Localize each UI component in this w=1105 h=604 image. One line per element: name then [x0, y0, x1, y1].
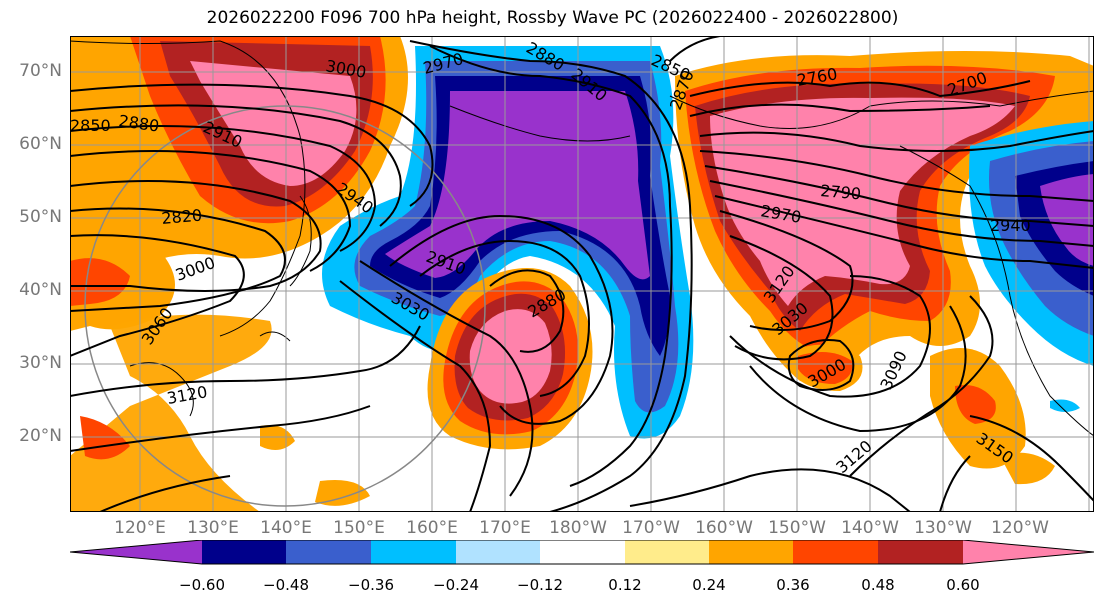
- lon-label: 170°W: [622, 518, 680, 538]
- contour-label: 2790: [820, 181, 862, 203]
- lon-label: 120°W: [991, 518, 1049, 538]
- lon-label: 160°E: [406, 518, 458, 538]
- colorbar: [70, 540, 1094, 565]
- lon-label: 180°W: [549, 518, 607, 538]
- lat-label: 70°N: [19, 61, 62, 81]
- lon-label: 150°E: [333, 518, 385, 538]
- lon-label: 130°W: [914, 518, 972, 538]
- colorbar-swatch: [371, 540, 456, 564]
- colorbar-tick-label: −0.36: [348, 576, 394, 594]
- lon-label: 150°W: [768, 518, 826, 538]
- colorbar-outline: [70, 540, 1094, 565]
- lon-label: 140°E: [260, 518, 312, 538]
- colorbar-swatch: [709, 540, 793, 564]
- colorbar-swatch: [202, 540, 286, 564]
- contour-label: 2820: [161, 206, 203, 228]
- lon-label: 140°W: [841, 518, 899, 538]
- range-circle: [84, 105, 486, 507]
- colorbar-swatch: [793, 540, 878, 564]
- colorbar-tick-label: 0.48: [861, 576, 895, 594]
- lon-label: 130°E: [187, 518, 239, 538]
- colorbar-swatch: [286, 540, 371, 564]
- lat-label: 40°N: [19, 280, 62, 300]
- height-contours: [70, 36, 1094, 512]
- lon-label: 160°W: [695, 518, 753, 538]
- coastlines: [70, 40, 1094, 437]
- colorbar-tick-label: −0.60: [179, 576, 225, 594]
- contour-label: 2940: [990, 216, 1031, 235]
- colorbar-tick-label: 0.60: [946, 576, 980, 594]
- colorbar-swatch: [878, 540, 963, 564]
- lon-label: 120°E: [114, 518, 166, 538]
- colorbar-swatch: [540, 540, 625, 564]
- colorbar-tick-label: 0.24: [692, 576, 726, 594]
- map-panel: 2850 3000 2970 2880 2910 2820 2940 3000 …: [70, 36, 1094, 512]
- contour-label: 2850: [70, 116, 111, 135]
- colorbar-swatch: [963, 540, 1094, 564]
- colorbar-tick-label: −0.12: [517, 576, 563, 594]
- colorbar-swatch: [625, 540, 709, 564]
- lat-label: 60°N: [19, 134, 62, 154]
- lat-label: 20°N: [19, 426, 62, 446]
- colorbar-tick-label: −0.48: [263, 576, 309, 594]
- colorbar-tick-label: −0.24: [433, 576, 479, 594]
- lat-label: 30°N: [19, 353, 62, 373]
- lon-label: 170°E: [479, 518, 531, 538]
- colorbar-swatch: [70, 540, 202, 564]
- colorbar-tick-label: 0.36: [776, 576, 810, 594]
- colorbar-swatch: [456, 540, 540, 564]
- lat-label: 50°N: [19, 207, 62, 227]
- colorbar-tick-label: 0.12: [608, 576, 642, 594]
- map-title: 2026022200 F096 700 hPa height, Rossby W…: [206, 8, 899, 28]
